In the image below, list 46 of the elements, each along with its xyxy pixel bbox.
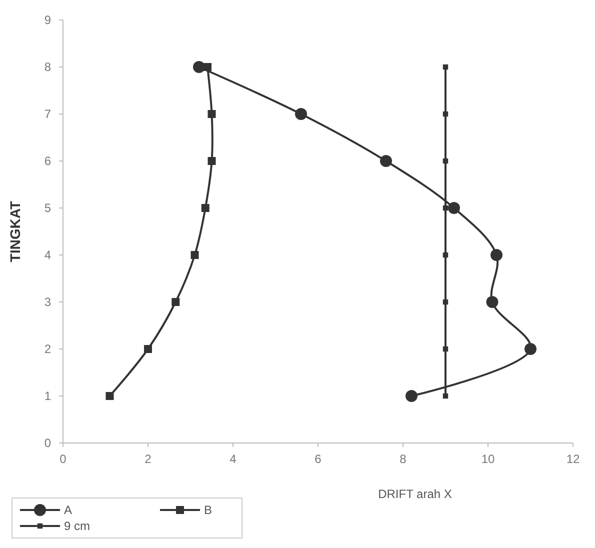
- point: [172, 298, 180, 306]
- y-tick-label: 1: [44, 389, 52, 404]
- point: [406, 390, 418, 402]
- y-tick-label: 5: [44, 201, 52, 216]
- point: [295, 108, 307, 120]
- point: [442, 346, 448, 352]
- point: [442, 252, 448, 258]
- legend-label: B: [204, 503, 212, 518]
- point: [442, 393, 448, 399]
- point: [380, 155, 392, 167]
- x-axis-title: DRIFT arah X: [378, 487, 452, 501]
- point: [448, 202, 460, 214]
- point: [442, 205, 448, 211]
- y-tick-label: 3: [44, 295, 52, 310]
- point: [190, 251, 199, 259]
- x-tick-label: 8: [400, 452, 407, 466]
- point: [201, 204, 210, 212]
- point: [486, 296, 498, 308]
- point: [442, 64, 448, 70]
- x-tick-label: 10: [481, 452, 495, 466]
- point: [193, 61, 205, 73]
- x-tick-label: 6: [314, 452, 322, 466]
- y-tick-label: 9: [44, 13, 52, 28]
- y-tick-label: 6: [44, 154, 52, 168]
- point: [208, 157, 216, 165]
- point: [204, 63, 212, 71]
- x-tick-label: 12: [566, 452, 580, 466]
- y-tick-label: 4: [44, 248, 52, 262]
- x-tick-label: 4: [230, 452, 237, 466]
- point: [442, 158, 448, 164]
- y-tick-label: 2: [44, 342, 52, 356]
- x-tick-label: 0: [60, 452, 67, 466]
- point: [490, 249, 502, 261]
- point: [208, 110, 216, 118]
- point: [442, 299, 448, 305]
- point: [106, 392, 114, 400]
- x-tick-label: 2: [144, 452, 152, 466]
- legend-label: A: [64, 503, 72, 518]
- point: [524, 343, 536, 355]
- y-tick-label: 8: [44, 60, 52, 74]
- y-tick-label: 0: [44, 436, 52, 450]
- point: [144, 345, 152, 353]
- y-axis-title: TINGKAT: [7, 200, 23, 262]
- point: [442, 111, 448, 117]
- y-tick-label: 7: [44, 107, 52, 122]
- legend-label: 9 cm: [64, 519, 90, 534]
